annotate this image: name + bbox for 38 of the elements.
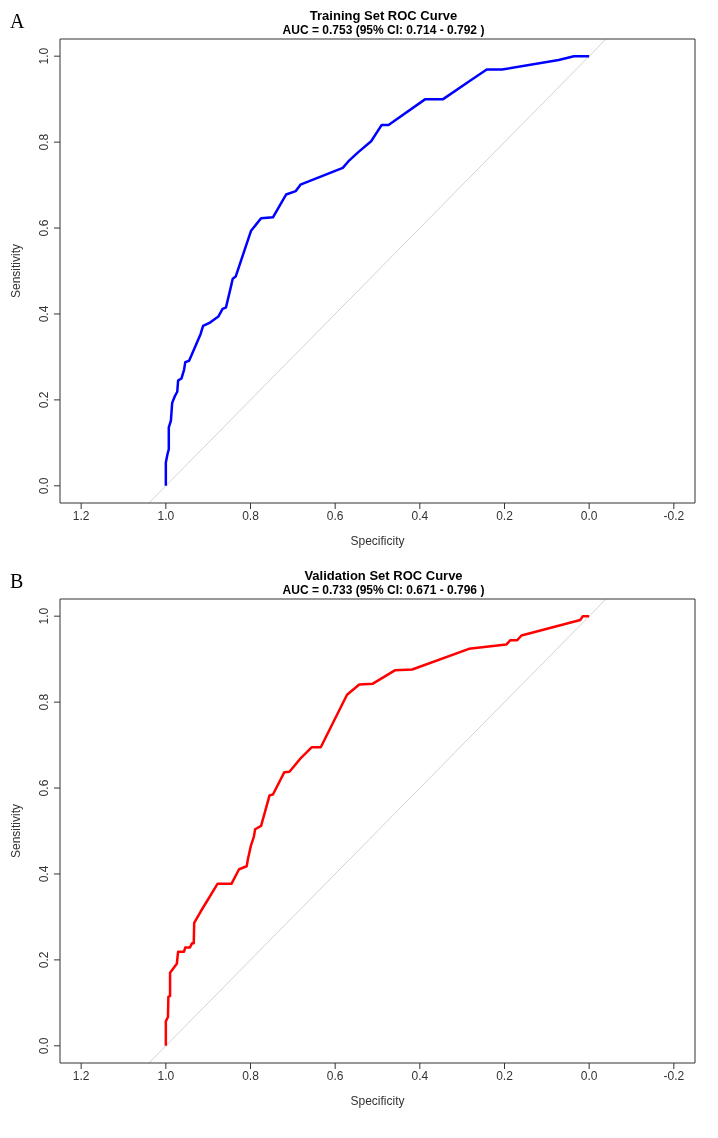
x-tick-label: 0.6: [326, 1068, 344, 1083]
x-tick-label: 1.2: [72, 1068, 90, 1083]
y-tick-label: 0.8: [37, 133, 51, 151]
y-tick-label: 0.4: [37, 305, 51, 323]
y-tick-label: 1.0: [37, 607, 51, 625]
x-tick-label: 1.2: [72, 508, 90, 523]
x-tick-label: 0.4: [411, 508, 429, 523]
x-tick-label: 0.2: [496, 508, 514, 523]
x-tick-label: 0.0: [580, 508, 598, 523]
text: B: [10, 570, 24, 593]
y-tick-label: 0.4: [37, 865, 51, 883]
y-tick-label: 0.2: [37, 951, 51, 969]
chart-title: Validation Set ROC Curve: [303, 568, 464, 583]
y-tick-label: 0.2: [37, 391, 51, 409]
y-tick-label: 0.0: [37, 477, 51, 495]
x-tick-label: 0.4: [411, 1068, 429, 1083]
y-tick-label: 0.8: [37, 693, 51, 711]
x-axis-title: Specificity: [350, 1094, 405, 1108]
x-tick-label: 1.0: [157, 1068, 175, 1083]
chart-subtitle: AUC = 0.733 (95% CI: 0.671 - 0.796 ): [281, 583, 486, 597]
x-tick-label: 0.0: [580, 1068, 598, 1083]
x-axis-title: Specificity: [350, 534, 405, 548]
x-tick-label: 0.2: [496, 1068, 514, 1083]
y-tick-label: 1.0: [37, 47, 51, 65]
x-tick-label: 1.0: [157, 508, 175, 523]
x-tick-label: 0.6: [326, 508, 344, 523]
x-tick-label: 0.8: [242, 508, 260, 523]
x-tick-label: 0.8: [242, 1068, 260, 1083]
chart-title: Training Set ROC Curve: [308, 8, 459, 23]
y-tick-label: 0.6: [37, 219, 51, 237]
y-tick-label: 0.6: [37, 779, 51, 797]
y-tick-label: 0.0: [37, 1037, 51, 1055]
y-axis-title: Sensitivity: [9, 243, 24, 299]
x-tick-label: -0.2: [663, 1068, 685, 1083]
chart-subtitle: AUC = 0.753 (95% CI: 0.714 - 0.792 ): [281, 23, 486, 37]
y-axis-title: Sensitivity: [9, 803, 24, 859]
text: A: [10, 10, 25, 33]
x-tick-label: -0.2: [663, 508, 685, 523]
